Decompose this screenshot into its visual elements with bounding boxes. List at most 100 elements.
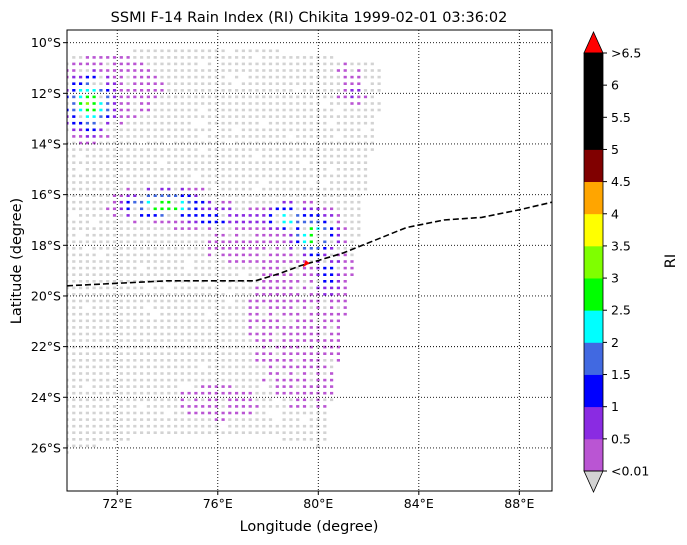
swath-pixel [268, 194, 273, 197]
swath-pixel [241, 128, 245, 132]
swath-pixel [133, 372, 137, 375]
swath-pixel [126, 405, 130, 408]
rain-pixel [72, 82, 76, 85]
swath-pixel [330, 82, 334, 85]
rain-pixel [72, 89, 76, 92]
swath-pixel [201, 352, 205, 355]
swath-pixel [153, 49, 157, 53]
rain-pixel [133, 115, 137, 118]
rain-pixel [112, 69, 117, 72]
rain-pixel [92, 56, 96, 59]
swath-pixel [194, 82, 198, 85]
rain-pixel [289, 332, 293, 336]
swath-pixel [146, 240, 150, 244]
swath-pixel [119, 405, 123, 408]
swath-pixel [255, 365, 259, 369]
swath-pixel [309, 194, 313, 197]
swath-pixel [146, 431, 150, 434]
swath-pixel [180, 273, 184, 276]
swath-pixel [248, 102, 252, 105]
swath-pixel [72, 194, 76, 197]
x-tick-label: 72°E [102, 496, 132, 511]
rain-pixel [194, 194, 198, 197]
rain-pixel [153, 75, 157, 79]
swath-pixel [153, 405, 157, 408]
swath-pixel [357, 135, 361, 138]
swath-pixel [343, 108, 347, 112]
swath-pixel [207, 69, 212, 72]
swath-pixel [146, 319, 150, 323]
rain-pixel [323, 319, 327, 323]
swath-pixel [72, 253, 76, 257]
swath-pixel [323, 82, 327, 85]
swath-pixel [201, 293, 205, 296]
swath-pixel [112, 312, 117, 316]
swath-pixel [323, 233, 327, 237]
swath-pixel [207, 306, 212, 309]
swath-pixel [167, 56, 171, 59]
swath-pixel [99, 418, 103, 421]
swath-pixel [323, 148, 327, 151]
swath-pixel [174, 115, 178, 118]
swath-pixel [228, 312, 232, 316]
rain-pixel [343, 273, 347, 276]
rain-pixel [92, 95, 96, 99]
swath-pixel [221, 299, 225, 303]
rain-pixel [106, 56, 110, 59]
swath-pixel [323, 75, 327, 79]
swath-pixel [289, 227, 293, 230]
swath-pixel [350, 220, 354, 224]
rain-pixel [221, 200, 225, 204]
swath-pixel [133, 240, 137, 244]
swath-pixel [268, 62, 273, 66]
swath-pixel [140, 227, 144, 230]
swath-pixel [363, 168, 368, 171]
rain-pixel [79, 135, 83, 138]
rain-pixel [323, 280, 327, 283]
swath-pixel [106, 332, 110, 336]
rain-pixel [302, 273, 307, 276]
swath-pixel [140, 240, 144, 244]
swath-pixel [330, 95, 334, 99]
swath-pixel [241, 319, 245, 323]
swath-pixel [282, 102, 286, 105]
swath-pixel [343, 174, 347, 178]
rain-pixel [228, 405, 232, 408]
swath-pixel [140, 49, 144, 53]
swath-pixel [289, 181, 293, 184]
swath-pixel [72, 332, 76, 336]
swath-pixel [92, 398, 96, 402]
swath-pixel [323, 187, 327, 191]
swath-pixel [67, 207, 69, 211]
swath-pixel [174, 108, 178, 112]
swath-pixel [119, 260, 123, 263]
swath-pixel [323, 411, 327, 415]
swath-pixel [330, 174, 334, 178]
x-tick-label: 80°E [303, 496, 333, 511]
swath-pixel [241, 266, 245, 270]
swath-pixel [112, 339, 117, 342]
swath-pixel [370, 141, 374, 145]
swath-pixel [67, 365, 69, 369]
swath-pixel [85, 345, 89, 349]
swath-pixel [323, 306, 327, 309]
swath-pixel [180, 359, 184, 362]
swath-pixel [289, 62, 293, 66]
swath-pixel [92, 200, 96, 204]
swath-pixel [248, 431, 252, 434]
rain-pixel [112, 82, 117, 85]
swath-pixel [187, 319, 191, 323]
rain-pixel [153, 89, 157, 92]
rain-pixel [214, 418, 218, 421]
swath-pixel [67, 306, 69, 309]
swath-pixel [92, 227, 96, 230]
swath-pixel [79, 161, 83, 164]
rain-pixel [248, 253, 252, 257]
swath-pixel [221, 293, 225, 296]
swath-pixel [79, 438, 83, 441]
swath-pixel [119, 148, 123, 151]
swath-pixel [92, 207, 96, 211]
swath-pixel [106, 312, 110, 316]
rain-pixel [248, 326, 252, 329]
rain-pixel [289, 207, 293, 211]
